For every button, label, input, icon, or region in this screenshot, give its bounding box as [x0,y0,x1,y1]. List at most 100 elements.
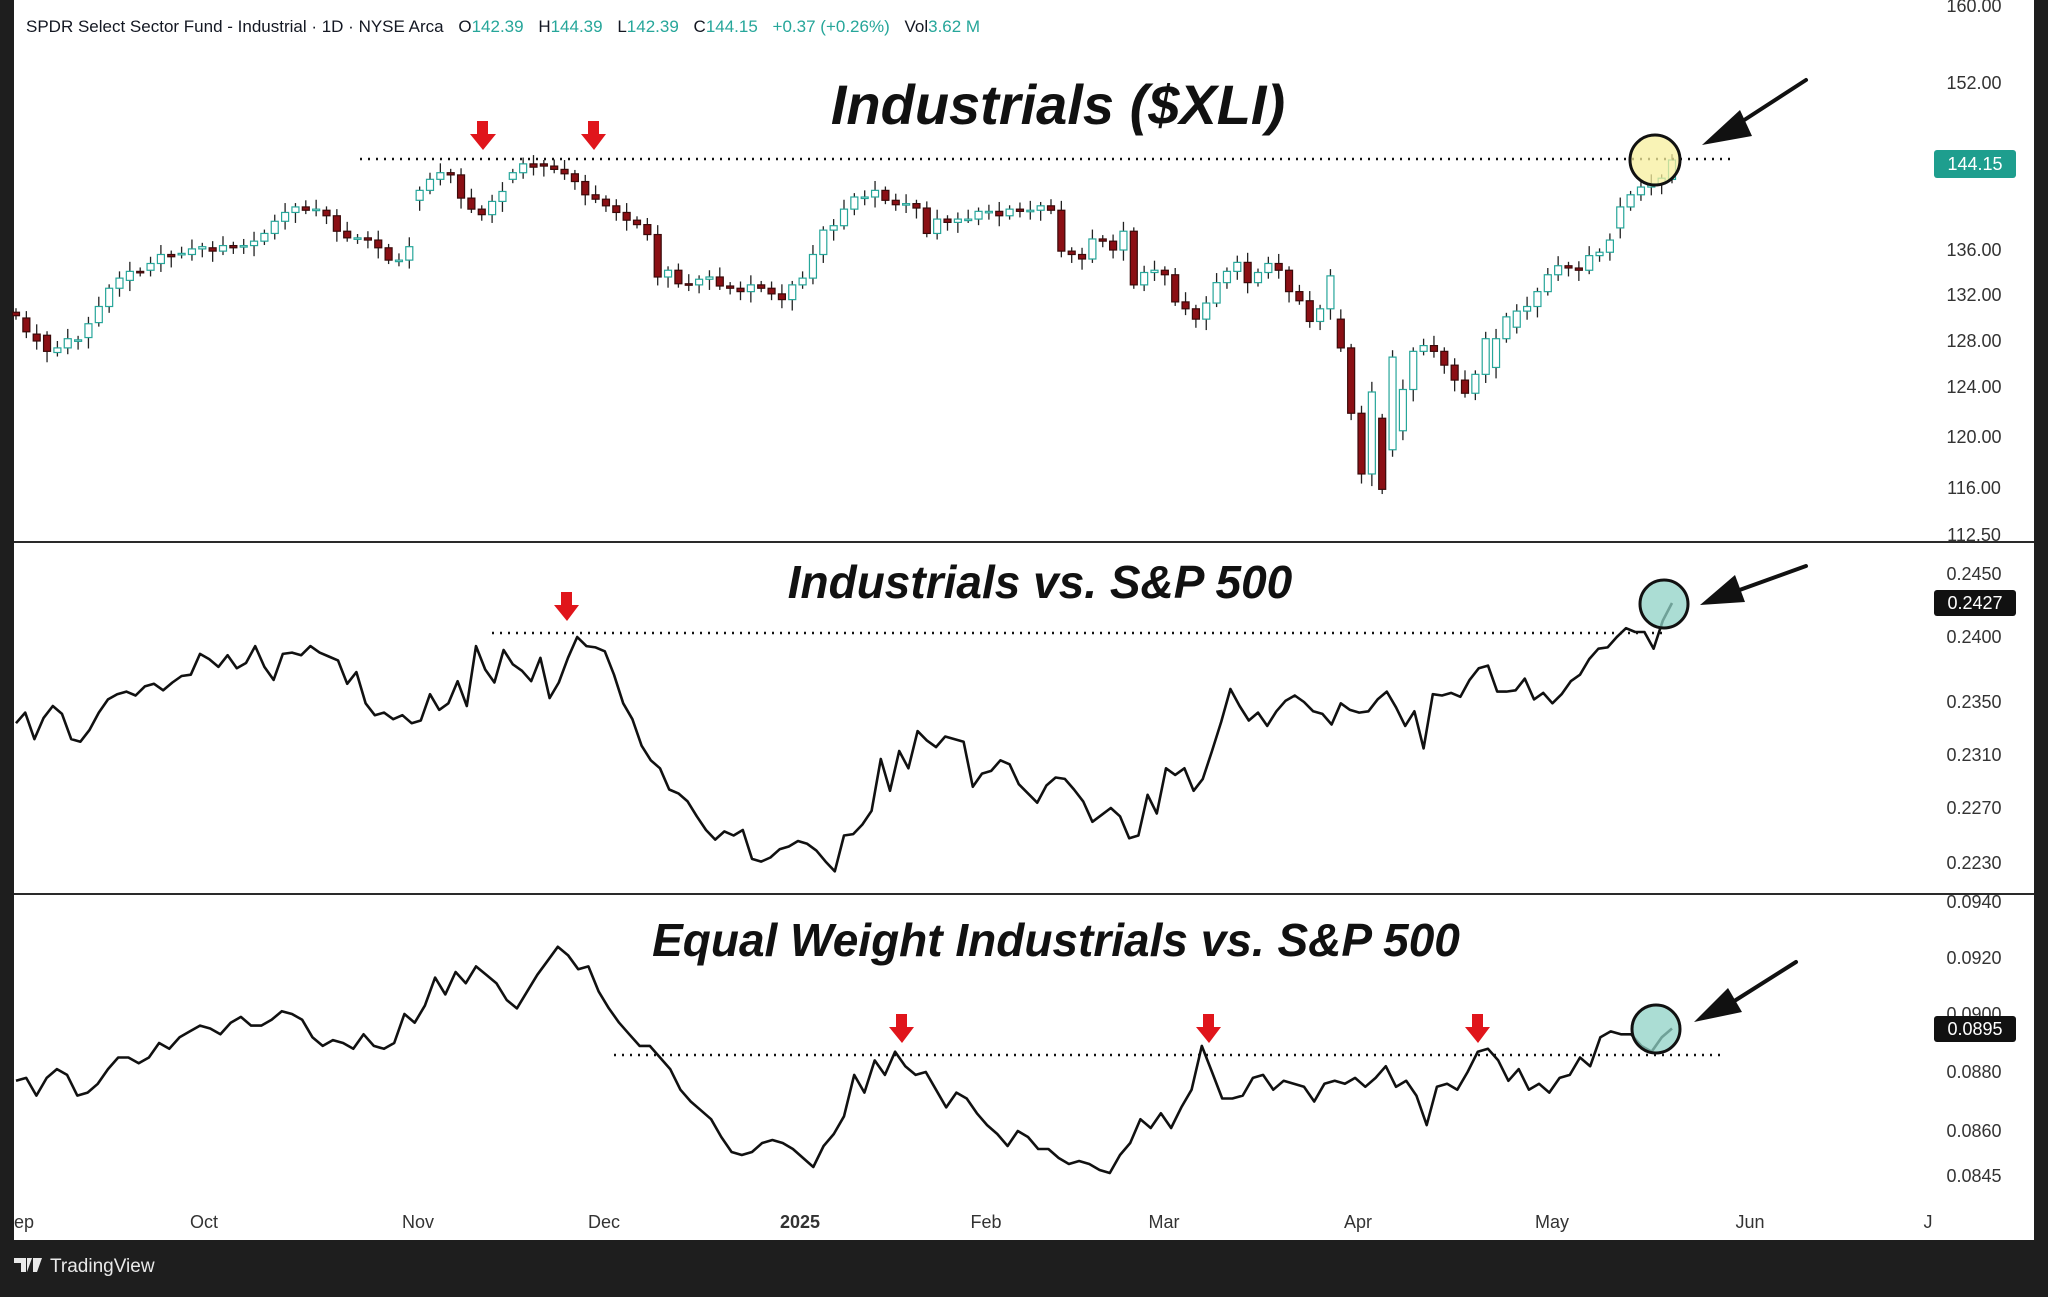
candle [312,199,321,217]
candle [1336,309,1345,352]
candle [198,242,207,258]
ratio-line-layer [15,602,1674,873]
pane3-title: Equal Weight Industrials vs. S&P 500 [652,914,1460,966]
candle [819,226,828,263]
y-tick: 120.00 [1946,427,2001,447]
y-axis-pane2: 0.2450 0.2400 0.2350 0.2310 0.2270 0.223… [1946,564,2001,873]
ew-ratio-line-layer [15,945,1673,1175]
candle [1543,268,1552,296]
candle [1171,268,1180,306]
ratio-series-line [15,602,1674,873]
candle [1585,246,1594,275]
candle [322,206,331,225]
y-axis-pane3: 0.0940 0.0920 0.0900 0.0880 0.0860 0.084… [1946,892,2001,1186]
x-tick: Oct [190,1212,218,1232]
candle [436,163,445,186]
candle [1150,260,1159,281]
candle [839,199,849,230]
y-tick: 112.50 [1947,525,2001,545]
candle [1564,261,1573,277]
candle [1554,256,1563,281]
candle [663,266,673,288]
candle [570,169,580,190]
candle [1026,200,1035,220]
candle [1440,347,1449,374]
candle [1574,261,1583,281]
candle [612,199,621,221]
y-tick: 0.0940 [1946,892,2001,912]
candle [705,270,714,290]
y-tick: 132.00 [1946,285,2001,305]
candle [94,296,103,327]
candle [1502,312,1511,343]
candle [643,217,652,241]
candle [901,194,911,214]
y-tick: 0.0920 [1946,948,2001,968]
candle [488,194,497,223]
candle [1398,379,1408,441]
y-tick: 0.2450 [1946,564,2001,584]
candle [1253,268,1263,287]
candle [84,316,93,349]
candle [136,267,145,277]
y-tick: 0.2310 [1946,745,2001,765]
candle [922,201,931,238]
candle [1077,247,1087,270]
candle [870,180,880,208]
candle [560,160,569,180]
pane2-title: Industrials vs. S&P 500 [788,556,1293,608]
candle [632,216,642,229]
symbol-description: SPDR Select Sector Fund - Industrial · 1… [26,17,444,36]
y-tick: 160.00 [1946,0,2001,16]
y-axis-pane1: 160.00 152.00 136.00 132.00 128.00 124.0… [1946,0,2001,545]
candle [477,205,486,221]
tradingview-logo[interactable]: TradingView [14,1256,155,1277]
highlight-circle-pane2 [1638,578,1690,630]
red-arrow-marker [1465,1014,1490,1043]
candle [1108,234,1118,259]
candle [22,311,31,339]
red-arrow-marker [470,121,496,150]
candle [1533,287,1542,318]
candle [498,182,507,212]
x-axis: ep Oct Nov Dec 2025 Feb Mar Apr May Jun … [14,1212,1933,1232]
y-tick: 0.0860 [1946,1121,2001,1141]
candle [1098,235,1107,248]
candle [1202,296,1211,331]
last-ew-ratio-badge: 0.0895 [1934,1016,2016,1042]
candle [1233,255,1242,280]
candle [1305,291,1314,328]
candle [1616,197,1625,239]
price-candles [11,154,1677,495]
ew-ratio-series-line [15,945,1673,1175]
candle [1046,199,1056,215]
candle [933,209,942,240]
candle [270,214,279,240]
candle [1636,180,1646,201]
candle [467,188,476,214]
x-tick: Mar [1149,1212,1180,1232]
highlight-circle-pane3 [1630,1003,1682,1055]
y-tick: 0.0880 [1946,1062,2001,1082]
callout-arrow-pane3 [1694,960,1798,1022]
candle [1284,266,1294,303]
candle [850,193,859,216]
last-price-badge: 144.15 [1934,150,2016,178]
candle [208,241,217,262]
candle [105,284,114,313]
candle [1388,350,1397,457]
candle [1191,304,1201,328]
candle [1626,190,1635,211]
candle [1295,284,1304,305]
candle [995,201,1004,227]
candle [777,284,787,309]
candle [1429,335,1439,358]
candle [539,160,548,177]
candle [446,168,455,184]
candle [1491,328,1501,379]
candle [1460,370,1470,398]
candle [249,231,259,257]
candle [622,203,631,231]
y-tick: 136.00 [1946,240,2001,260]
candle [601,195,611,212]
